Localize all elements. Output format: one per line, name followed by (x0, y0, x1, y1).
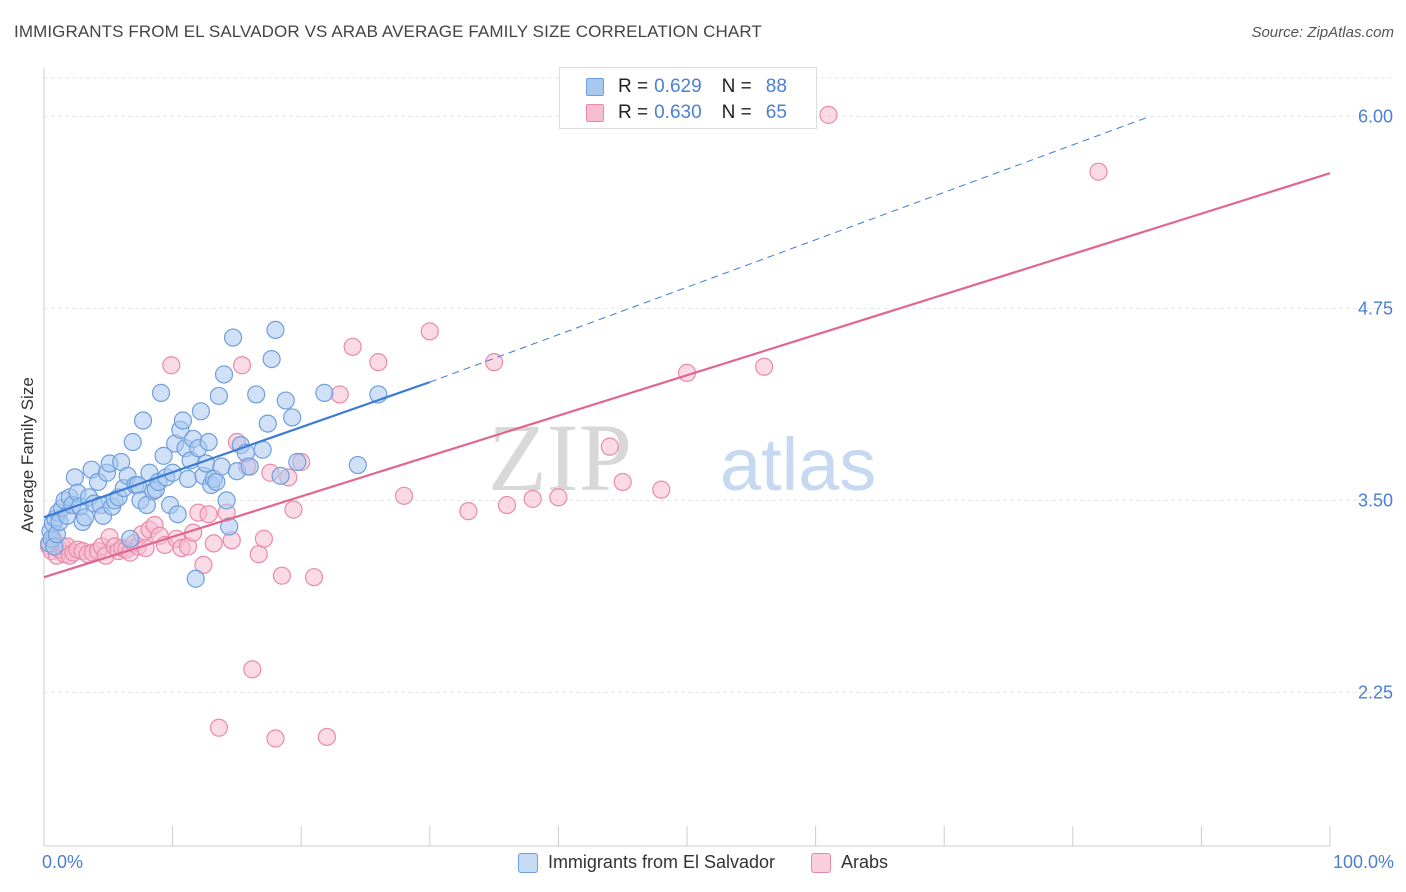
y-tick-label: 4.75 (1358, 298, 1393, 318)
legend-r-value-blue: 0.629 (654, 76, 702, 97)
y-tick-label: 3.50 (1358, 490, 1393, 510)
el-salvador-point (65, 468, 84, 487)
chart-title: IMMIGRANTS FROM EL SALVADOR VS ARAB AVER… (14, 22, 762, 41)
el-salvador-point (288, 452, 307, 472)
y-tick-label: 6.00 (1358, 106, 1393, 126)
series-legend-item-el-salvador: Immigrants from El Salvador (517, 852, 776, 873)
legend-row-blue: R = 0.629 N = 88 (586, 75, 787, 99)
el-salvador-point (212, 457, 231, 476)
x-tick-label-min: 0.0% (42, 852, 84, 872)
arabs-point (330, 385, 349, 404)
legend-n-value-blue: 88 (765, 76, 787, 97)
arabs-point (420, 322, 439, 341)
el-salvador-point (123, 432, 142, 452)
source-label: Source: ZipAtlas.com (1251, 24, 1394, 41)
correlation-legend: R = 0.629 N = 88 R = 0.630 N = 65 (559, 67, 817, 129)
legend-r-label: R = (618, 76, 649, 97)
el-salvador-point (168, 505, 187, 524)
arabs-point (204, 534, 223, 553)
legend-n-label: N = (721, 76, 752, 97)
axes (43, 68, 1331, 847)
arabs-point (272, 566, 292, 585)
arabs-point (459, 502, 478, 521)
legend-n-label: N = (721, 102, 752, 123)
el-salvador-point (151, 383, 171, 402)
el-salvador-point (121, 529, 140, 548)
legend-r-label: R = (618, 102, 649, 123)
el-salvador-point (191, 402, 210, 421)
el-salvador-point (209, 386, 228, 406)
el-salvador-point (76, 508, 95, 527)
el-salvador-point (258, 414, 277, 433)
legend-n-value-pink: 65 (765, 102, 787, 123)
arabs-point (1089, 162, 1108, 181)
el-salvador-point (276, 391, 295, 410)
arabs-point (317, 727, 337, 747)
legend-swatch-pink (586, 104, 604, 122)
arabs-points (40, 105, 1108, 748)
el-salvador-point (173, 411, 192, 430)
series-legend-item-arabs: Arabs (811, 852, 888, 873)
legend-row-pink: R = 0.630 N = 65 (586, 101, 787, 125)
arabs-point (613, 472, 632, 492)
arabs-trend-line (43, 172, 1331, 579)
arabs-point (199, 505, 218, 524)
arabs-point (254, 529, 274, 548)
arabs-point (266, 729, 285, 748)
arabs-point (194, 555, 213, 575)
gridlines (44, 77, 1395, 693)
arabs-point (243, 660, 262, 679)
y-tick-label: 2.25 (1358, 682, 1393, 702)
el-salvador-point (199, 432, 218, 452)
arabs-point (232, 356, 252, 375)
series-swatch-pink (811, 852, 832, 873)
arabs-point (485, 353, 504, 372)
arabs-point (209, 718, 228, 737)
el-salvador-trend-line (43, 381, 431, 519)
el-salvador-point (315, 383, 334, 402)
el-salvador-point (207, 472, 226, 492)
el-salvador-point (154, 446, 173, 465)
legend-r-value-pink: 0.630 (654, 102, 702, 123)
el-salvador-point (133, 411, 153, 430)
legend-swatch-blue (586, 78, 604, 96)
arabs-point (304, 568, 324, 587)
y-tick-labels: 2.25 3.50 4.75 6.00 (1358, 106, 1393, 702)
series-swatch-blue (517, 852, 538, 873)
el-salvador-point (178, 469, 198, 488)
watermark-atlas: atlas (720, 423, 876, 506)
arabs-point (600, 437, 619, 456)
el-salvador-point (271, 466, 290, 485)
el-salvador-points (40, 320, 388, 588)
el-salvador-point (217, 491, 236, 510)
el-salvador-point (214, 365, 234, 384)
el-salvador-point (348, 455, 367, 475)
arabs-point (343, 337, 362, 356)
arabs-point (394, 486, 414, 505)
el-salvador-point (223, 328, 243, 347)
el-salvador-point (240, 457, 259, 476)
series-legend-label: Arabs (841, 852, 889, 872)
arabs-point (819, 105, 838, 124)
arabs-point (497, 495, 517, 515)
arabs-point (652, 480, 671, 499)
el-salvador-point (266, 320, 285, 340)
x-tick-label-max: 100.0% (1332, 852, 1394, 872)
trend-lines (43, 115, 1331, 579)
arabs-point (523, 489, 542, 508)
series-legend: Immigrants from El Salvador Arabs (0, 852, 1406, 873)
el-salvador-point (283, 408, 302, 427)
arabs-point (549, 488, 568, 507)
arabs-point (249, 545, 268, 564)
arabs-point (369, 353, 388, 372)
el-salvador-point (247, 385, 266, 404)
el-salvador-trend-extension (429, 115, 1151, 383)
el-salvador-point (262, 349, 281, 369)
arabs-point (284, 500, 303, 519)
series-legend-label: Immigrants from El Salvador (547, 852, 776, 872)
arabs-point (162, 356, 181, 375)
el-salvador-point (186, 569, 205, 588)
arabs-point (755, 357, 774, 376)
